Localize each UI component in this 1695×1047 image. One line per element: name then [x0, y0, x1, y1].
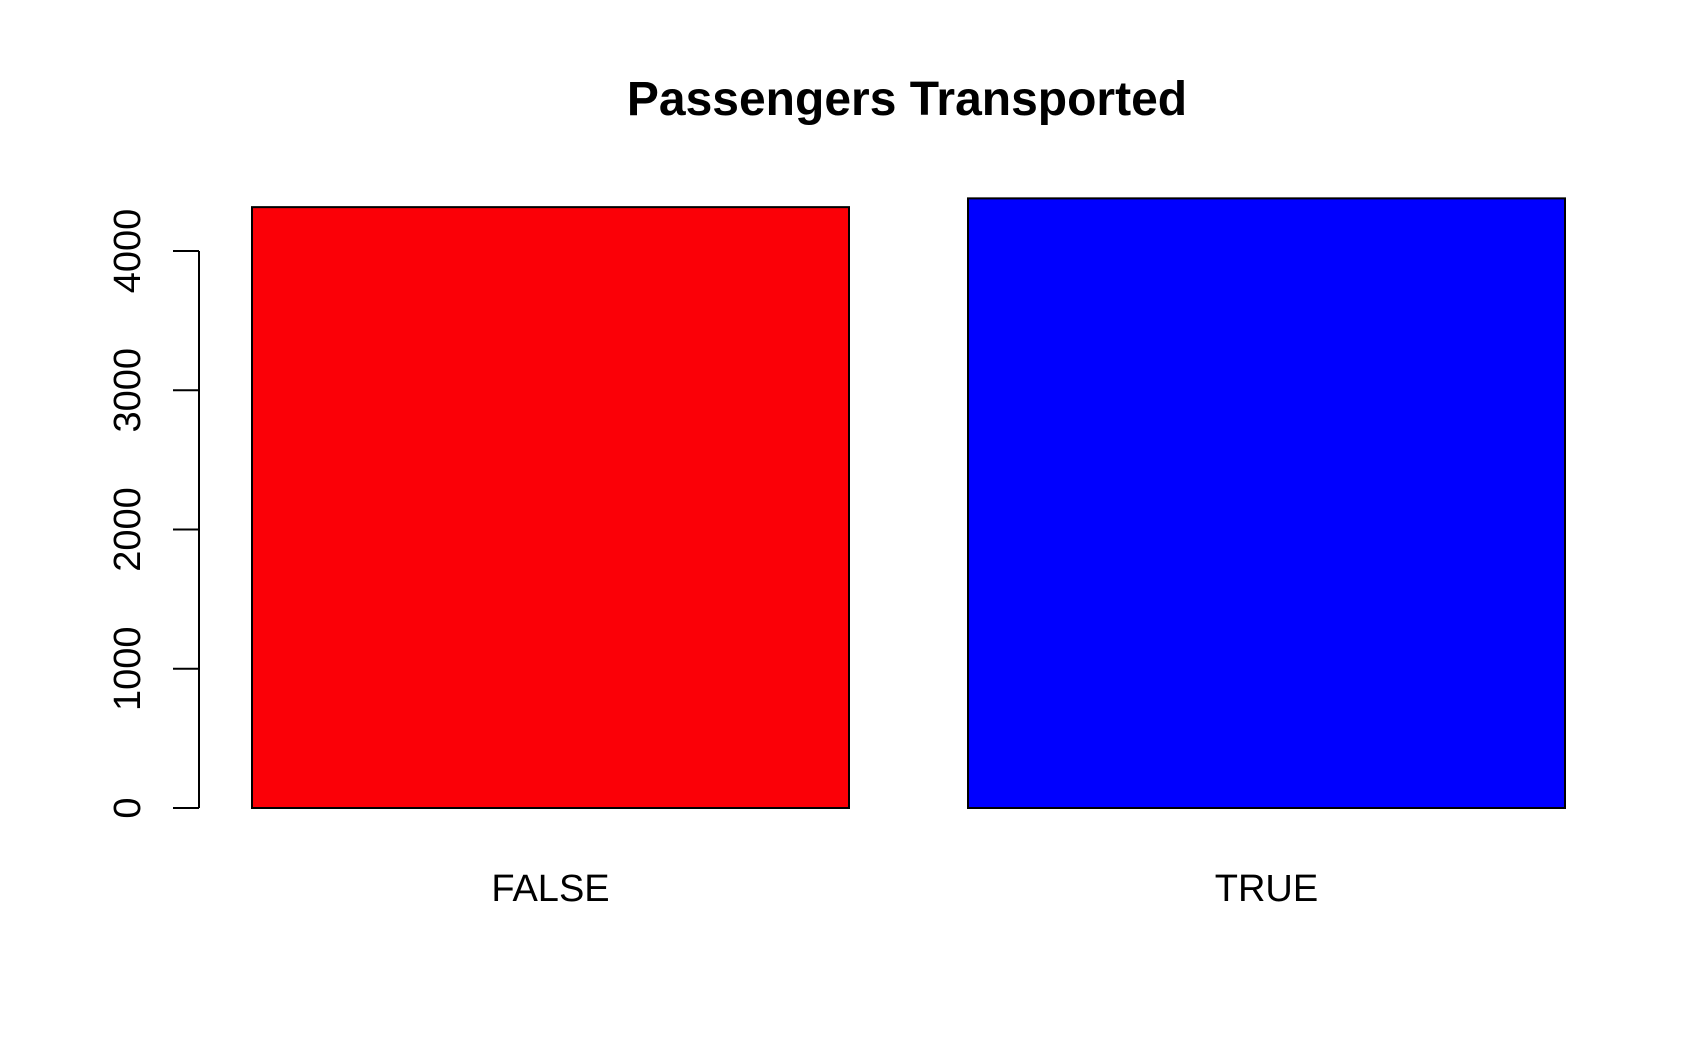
y-tick-label: 4000: [107, 209, 149, 294]
y-tick-label: 3000: [107, 348, 149, 433]
bars: [251, 197, 1566, 810]
y-tick-label: 2000: [107, 487, 149, 572]
x-axis-labels: FALSE TRUE: [491, 868, 1318, 910]
x-category-label: TRUE: [1215, 868, 1318, 910]
y-tick-label: 1000: [107, 626, 149, 711]
x-category-label: FALSE: [491, 868, 609, 910]
chart-title: Passengers Transported: [627, 73, 1187, 126]
bar-true: [967, 197, 1566, 809]
bar-false: [251, 206, 850, 810]
y-axis: 0 1000 2000 3000 4000: [107, 209, 200, 819]
y-tick-label: 0: [107, 797, 149, 818]
